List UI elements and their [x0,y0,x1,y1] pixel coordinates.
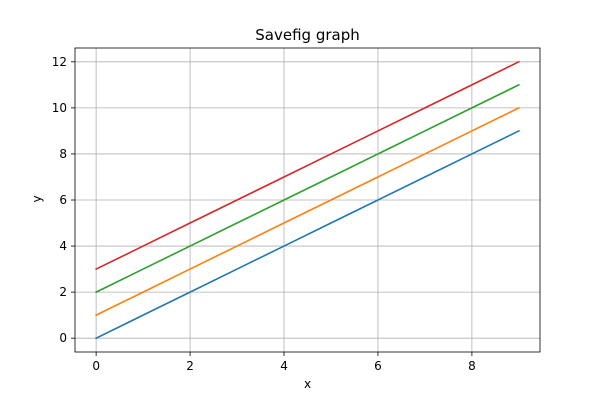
y-tick-label: 4 [59,239,67,253]
x-axis-label: x [304,377,311,391]
x-tick-label: 4 [280,359,288,373]
x-tick-label: 6 [374,359,382,373]
x-tick-label: 2 [186,359,194,373]
series-line-3 [95,83,520,294]
series-layer [95,60,520,340]
y-tick-label: 2 [59,285,67,299]
y-tick-label: 10 [52,101,67,115]
x-axis-ticks: 0 2 4 6 8 [92,352,476,373]
x-tick-label: 0 [92,359,100,373]
y-tick-label: 0 [59,331,67,345]
x-tick-label: 8 [468,359,476,373]
series-line-2 [95,106,520,317]
y-axis-label: y [30,195,44,202]
series-line-4 [95,60,520,271]
chart-title: Savefig graph [255,26,359,44]
y-tick-label: 12 [52,55,67,69]
y-tick-label: 6 [59,193,67,207]
series-line-1 [95,129,520,340]
y-axis-ticks: 0 2 4 6 8 10 12 [52,55,75,345]
grid [75,48,540,352]
y-tick-label: 8 [59,147,67,161]
